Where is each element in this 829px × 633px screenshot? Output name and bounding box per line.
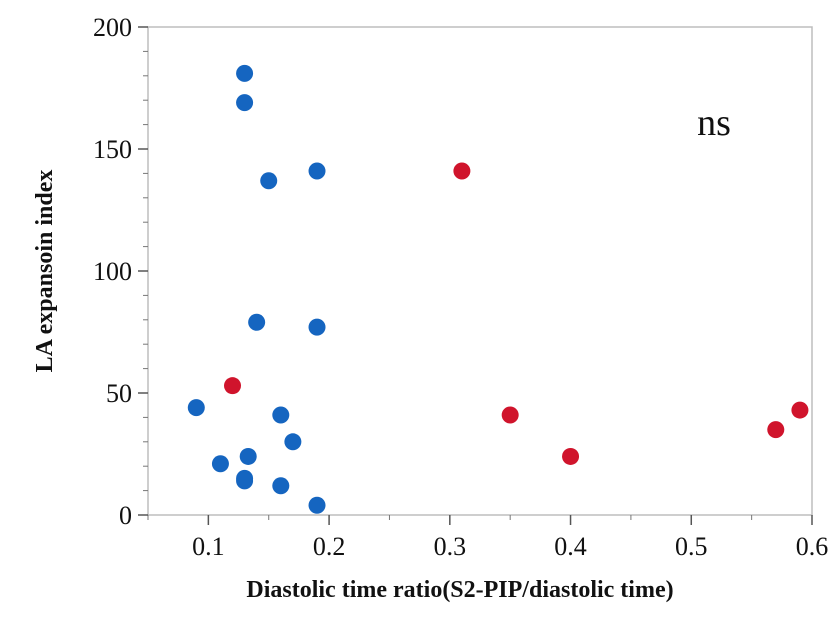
red-data-point [767, 421, 785, 439]
y-tick-label: 100 [93, 257, 132, 286]
blue-data-point [211, 455, 229, 473]
blue-data-point [308, 496, 326, 514]
blue-data-point [272, 406, 290, 424]
blue-data-point [260, 172, 278, 190]
red-data-point [501, 406, 519, 424]
x-tick-label: 0.1 [192, 532, 225, 561]
data-points [187, 64, 809, 514]
red-data-point [453, 162, 471, 180]
blue-data-point [236, 94, 254, 112]
x-axis-ticks: 0.1 0.2 0.3 0.4 0.5 0.6 [147, 515, 829, 561]
blue-data-point [236, 472, 254, 490]
x-tick-label: 0.4 [554, 532, 587, 561]
x-tick-label: 0.6 [796, 532, 829, 561]
x-tick-label: 0.2 [313, 532, 346, 561]
red-data-point [224, 377, 242, 395]
y-tick-label: 0 [119, 501, 132, 530]
annotation-ns: ns [697, 102, 731, 144]
red-data-point [791, 401, 809, 419]
x-tick-label: 0.3 [434, 532, 467, 561]
blue-data-point [236, 64, 254, 82]
y-axis-ticks: 0 50 100 150 200 [93, 13, 148, 530]
x-axis-label: Diastolic time ratio(S2-PIP/diastolic ti… [246, 577, 673, 603]
blue-data-point [272, 477, 290, 495]
y-tick-label: 200 [93, 13, 132, 42]
y-axis-label: LA expansoin index [32, 170, 58, 373]
blue-data-point [284, 433, 302, 451]
blue-data-point [308, 162, 326, 180]
blue-data-point [239, 447, 257, 465]
blue-data-point [308, 318, 326, 336]
plot-area [147, 26, 813, 516]
y-tick-label: 150 [93, 135, 132, 164]
y-tick-label: 50 [106, 379, 132, 408]
x-tick-label: 0.5 [675, 532, 708, 561]
blue-data-point [187, 399, 205, 417]
red-data-point [562, 447, 580, 465]
blue-data-point [248, 313, 266, 331]
plot-frame [147, 26, 813, 516]
